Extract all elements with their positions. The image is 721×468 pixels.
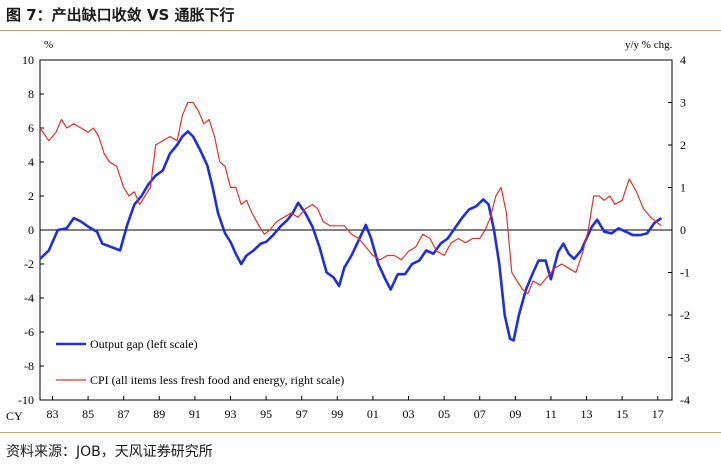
right-tick-label: 0 <box>680 223 686 237</box>
left-tick-label: 6 <box>28 121 34 135</box>
x-tick-label: 87 <box>118 407 130 421</box>
left-tick-label: -6 <box>24 325 34 339</box>
x-tick-label: 89 <box>153 407 165 421</box>
left-tick-label: 8 <box>28 87 34 101</box>
left-tick-label: 4 <box>28 155 34 169</box>
right-tick-label: -2 <box>680 308 690 322</box>
x-tick-label: 15 <box>616 407 628 421</box>
left-tick-label: 0 <box>28 223 34 237</box>
right-tick-label: 4 <box>680 53 686 67</box>
x-tick-label: 09 <box>509 407 521 421</box>
x-tick-label: 01 <box>367 407 379 421</box>
right-tick-label: 2 <box>680 138 686 152</box>
x-tick-label: 11 <box>545 407 557 421</box>
right-tick-label: 3 <box>680 96 686 110</box>
chart-legend: Output gap (left scale) CPI (all items le… <box>56 337 344 387</box>
x-tick-label: 17 <box>652 407 664 421</box>
x-tick-label: 93 <box>224 407 236 421</box>
left-tick-label: -2 <box>24 257 34 271</box>
x-tick-label: 91 <box>189 407 201 421</box>
output-gap-line <box>39 130 663 342</box>
legend-label: Output gap (left scale) <box>90 337 198 351</box>
legend-label: CPI (all items less fresh food and energ… <box>90 373 344 387</box>
left-tick-label: 2 <box>28 189 34 203</box>
left-tick-label: -10 <box>18 393 34 407</box>
left-tick-label: 10 <box>22 53 34 67</box>
x-tick-label: 99 <box>331 407 343 421</box>
right-axis-unit: y/y % chg. <box>625 39 673 51</box>
cpi-line <box>39 101 662 295</box>
x-axis-prefix: CY <box>6 409 23 423</box>
left-axis-unit: % <box>44 39 53 51</box>
source-note: 资料来源：JOB，天风证券研究所 <box>6 444 213 460</box>
x-tick-label: 85 <box>82 407 94 421</box>
source-divider <box>0 432 721 433</box>
x-tick-label: 07 <box>474 407 486 421</box>
right-tick-label: -3 <box>680 351 690 365</box>
x-tick-label: 03 <box>403 407 415 421</box>
left-tick-label: -4 <box>24 291 34 305</box>
x-tick-label: 95 <box>260 407 272 421</box>
figure-title: 图 7：产出缺口收敛 VS 通胀下行 <box>6 6 235 24</box>
left-tick-label: -8 <box>24 359 34 373</box>
x-tick-label: 83 <box>46 407 58 421</box>
x-tick-label: 05 <box>438 407 450 421</box>
title-divider <box>0 30 721 31</box>
right-tick-label: -4 <box>680 393 690 407</box>
right-tick-label: -1 <box>680 266 690 280</box>
right-tick-label: 1 <box>680 181 686 195</box>
x-tick-label: 97 <box>296 407 308 421</box>
x-tick-label: 13 <box>581 407 593 421</box>
chart-lines <box>39 101 663 342</box>
